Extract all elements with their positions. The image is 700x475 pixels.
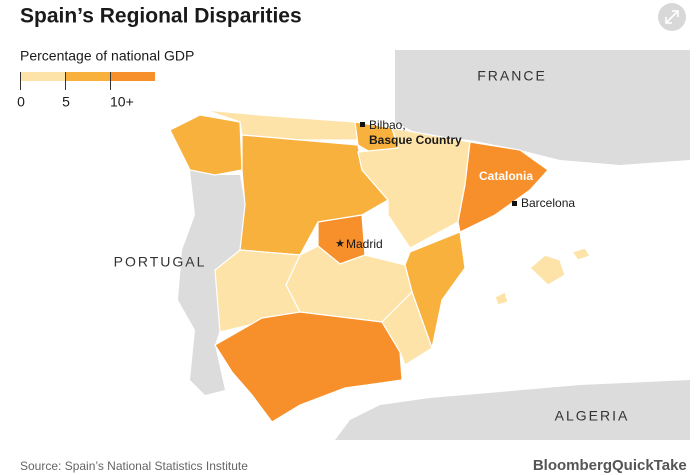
- legend-tick-label: 10+: [110, 94, 134, 110]
- region: [214, 311, 403, 423]
- brand-suffix: QuickTake: [612, 457, 687, 474]
- capital-marker: ★: [335, 238, 345, 250]
- country-label: FRANCE: [477, 68, 547, 84]
- region-label: Basque Country: [369, 133, 462, 147]
- legend-swatch: [20, 72, 65, 81]
- expand-icon: [665, 10, 679, 24]
- region: [169, 114, 243, 176]
- city-marker: [360, 122, 365, 127]
- region-label: Catalonia: [479, 169, 533, 183]
- source: Source: Spain’s National Statistics Inst…: [20, 459, 248, 473]
- regions: [169, 109, 591, 423]
- legend-title: Percentage of national GDP: [20, 48, 194, 64]
- title: Spain’s Regional Disparities: [20, 5, 302, 28]
- country-label: ALGERIA: [555, 408, 630, 424]
- legend-tick-label: 5: [62, 94, 70, 110]
- land-portugal: [178, 170, 245, 395]
- city-marker: [512, 201, 517, 206]
- region: [457, 141, 549, 233]
- island: [529, 254, 566, 286]
- legend-ticks: [20, 72, 111, 90]
- land-africa: [335, 380, 690, 440]
- legend-swatch: [65, 72, 110, 81]
- legend-swatch: [110, 72, 155, 81]
- city-label: Bilbao,: [369, 118, 406, 132]
- island: [494, 291, 509, 306]
- legend-tick-label: 0: [17, 94, 25, 110]
- city-label: Barcelona: [521, 196, 575, 210]
- land-france: [395, 50, 690, 165]
- country-label: PORTUGAL: [114, 254, 207, 270]
- brand: Bloomberg: [533, 457, 612, 474]
- region: [381, 290, 433, 366]
- island: [571, 247, 591, 261]
- city-label: Madrid: [346, 237, 383, 251]
